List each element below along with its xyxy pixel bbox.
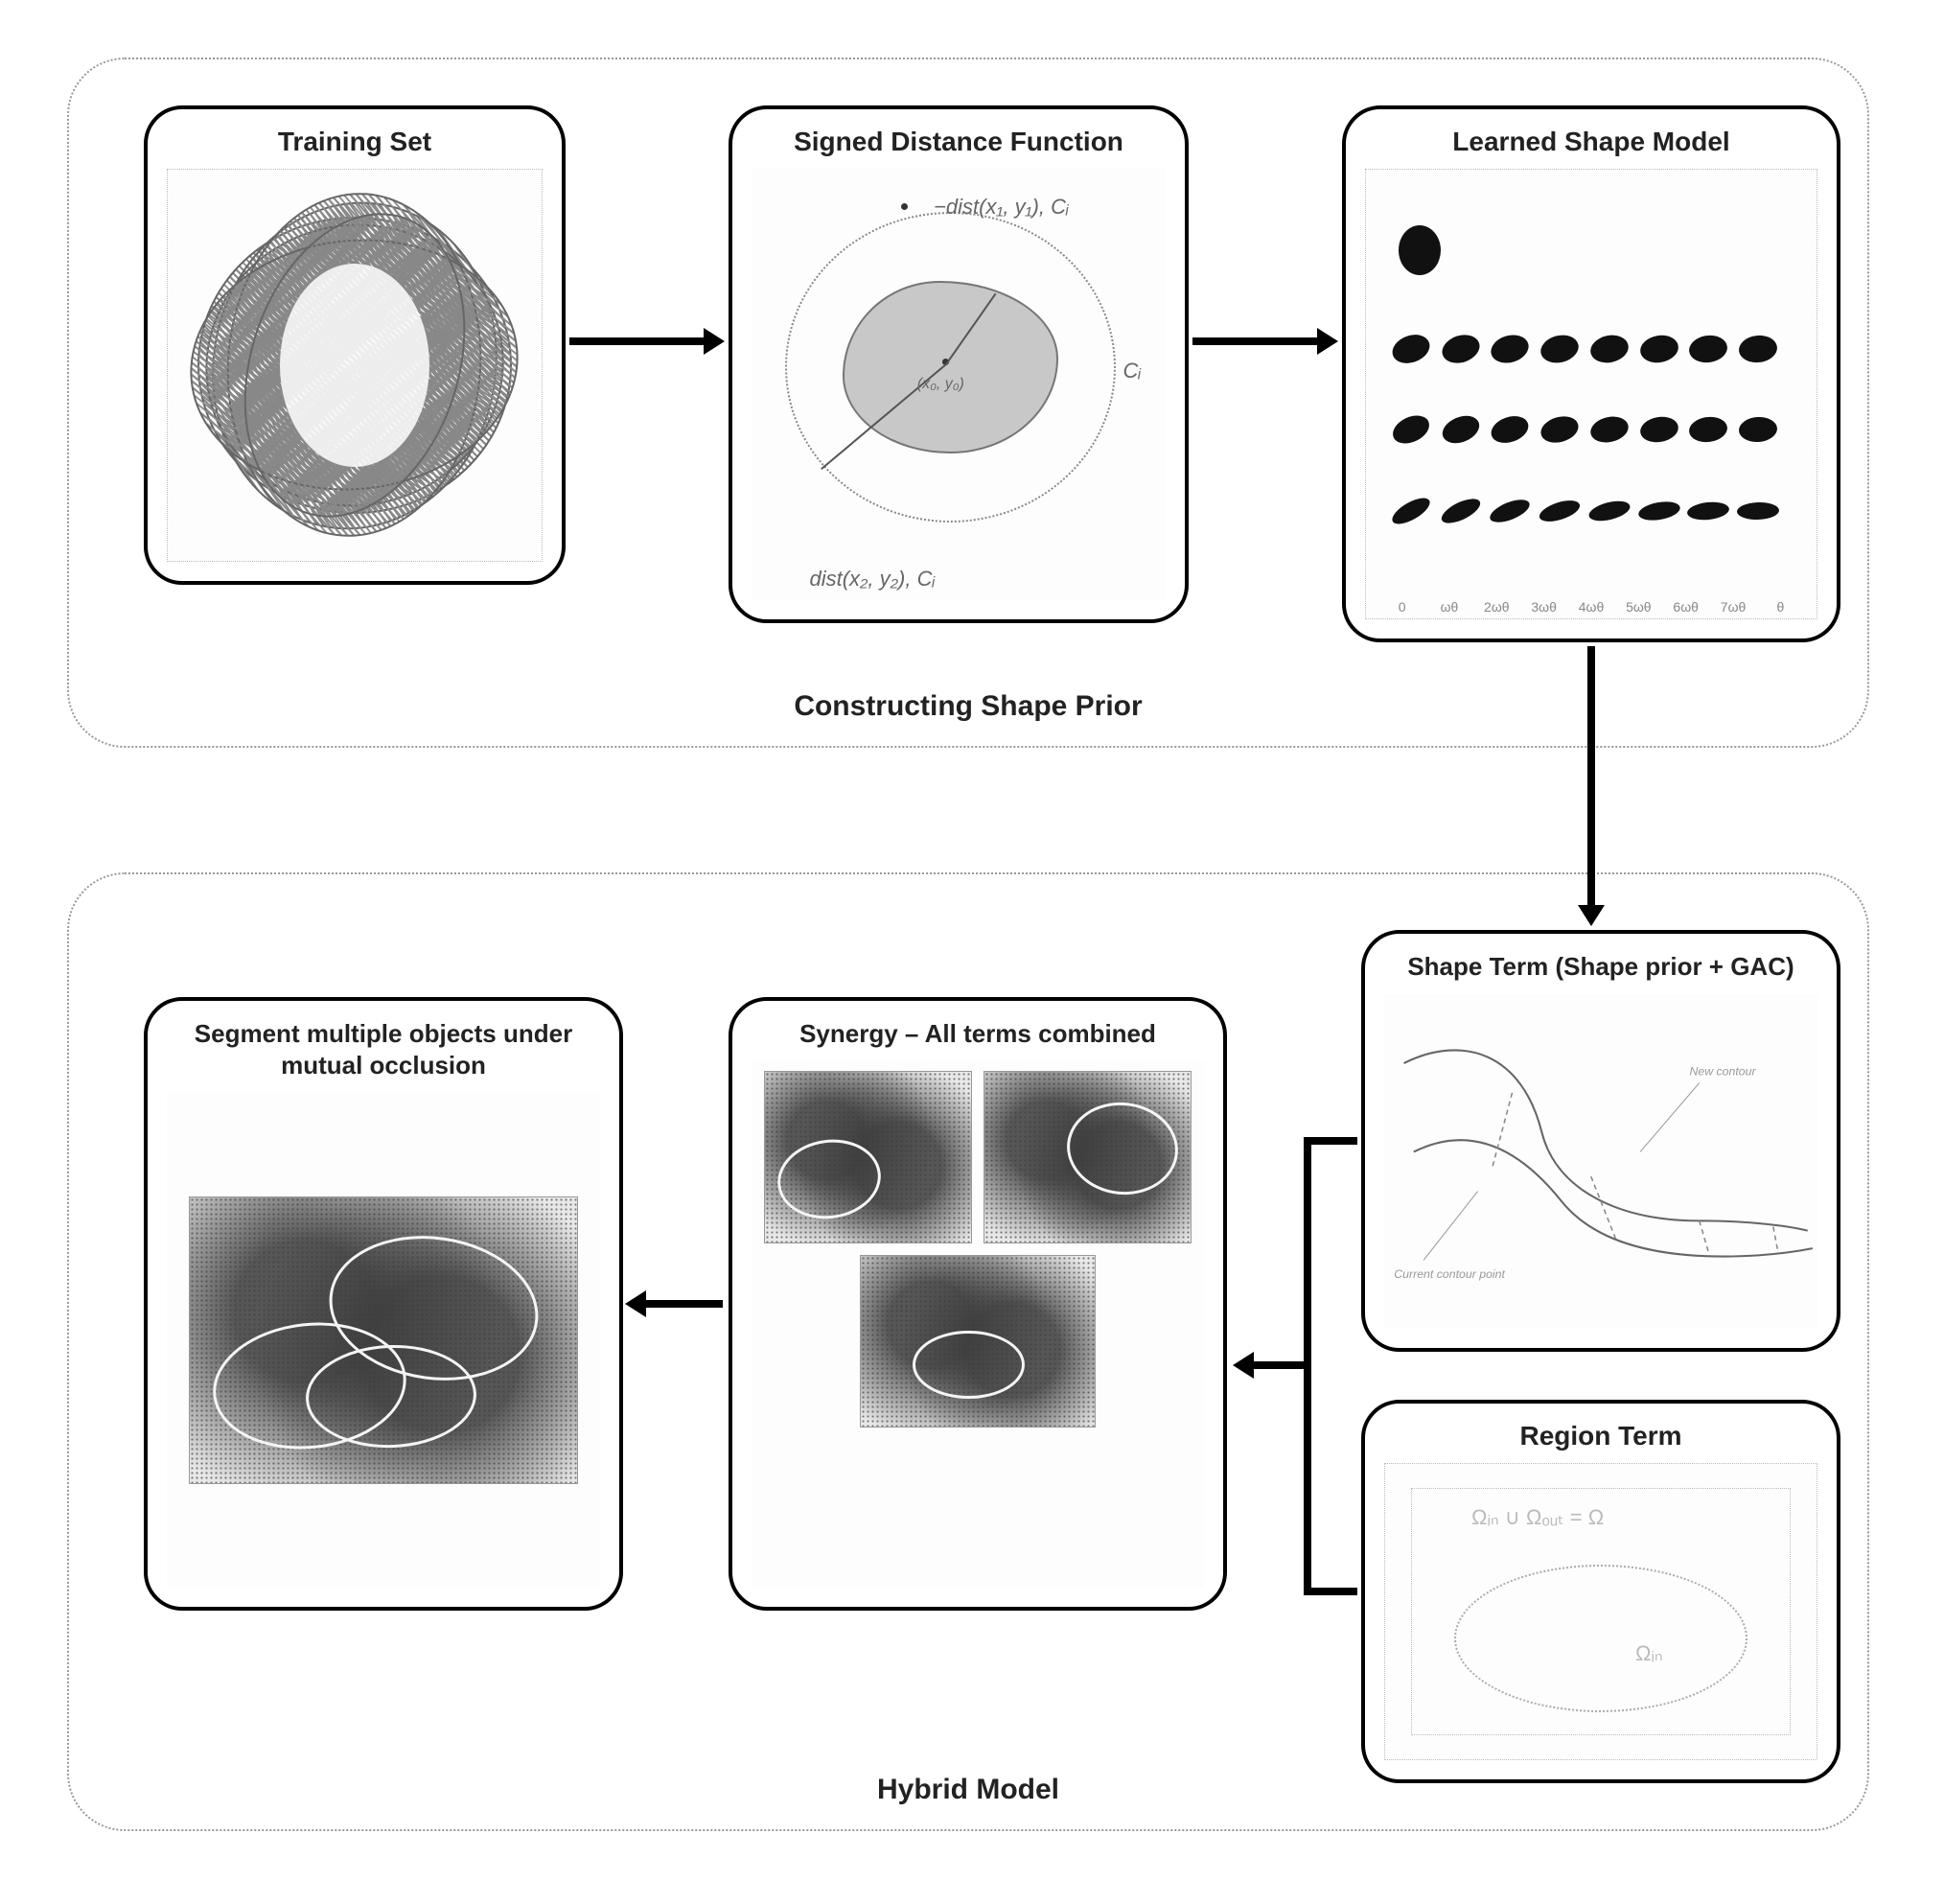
region-term-graphic: Ωᵢₙ ∪ Ωₒᵤₜ = Ω Ωᵢₙ <box>1384 1463 1817 1760</box>
arrow-synergy-to-result <box>646 1300 723 1308</box>
arrow-joiner-stub-top <box>1304 1137 1357 1145</box>
region-term-formula: Ωᵢₙ ∪ Ωₒᵤₜ = Ω <box>1471 1505 1604 1530</box>
node-region-term: Region Term Ωᵢₙ ∪ Ωₒᵤₜ = Ω Ωᵢₙ <box>1361 1400 1840 1783</box>
training-set-graphic <box>167 169 543 562</box>
node-title: Synergy – All terms combined <box>799 1018 1156 1050</box>
arrow-joiner-stub-bot <box>1304 1588 1357 1595</box>
arrow-head-icon <box>1233 1352 1254 1379</box>
sdf-label-top: −dist(x₁, y₁), Cᵢ <box>934 195 1069 220</box>
node-title: Region Term <box>1519 1421 1681 1451</box>
synergy-graphic <box>752 1061 1204 1589</box>
arrow-head-icon <box>704 328 725 355</box>
node-title: Shape Term (Shape prior + GAC) <box>1407 951 1794 983</box>
shape-term-graphic: New contour Current contour point <box>1384 994 1817 1330</box>
group-label-top: Constructing Shape Prior <box>69 690 1867 723</box>
arrow-head-icon <box>625 1290 646 1317</box>
region-term-inner-label: Ωᵢₙ <box>1635 1641 1663 1666</box>
arrow-sdf-to-learned <box>1192 337 1317 345</box>
node-shape-term: Shape Term (Shape prior + GAC) New conto… <box>1361 930 1840 1352</box>
shape-term-svg: New contour Current contour point <box>1384 994 1817 1330</box>
node-synergy: Synergy – All terms combined <box>729 997 1227 1611</box>
sdf-graphic: −dist(x₁, y₁), Cᵢ Cᵢ (x₀, y₀) dist(x₂, y… <box>752 169 1166 600</box>
sdf-label-right: Cᵢ <box>1122 359 1141 383</box>
arrow-joiner-to-synergy <box>1254 1361 1308 1369</box>
arrow-training-to-sdf <box>569 337 704 345</box>
arrow-learned-to-shapeterm <box>1587 646 1595 905</box>
node-title: Learned Shape Model <box>1452 127 1729 157</box>
node-signed-distance-function: Signed Distance Function −dist(x₁, y₁), … <box>729 105 1189 623</box>
node-title: Segment multiple objects under mutual oc… <box>167 1018 600 1080</box>
arrow-head-icon <box>1578 905 1605 926</box>
segment-result-graphic <box>167 1092 600 1588</box>
node-title: Training Set <box>278 127 431 157</box>
shape-term-label-right: New contour <box>1689 1064 1756 1078</box>
node-learned-shape-model: Learned Shape Model 0ωθ2ωθ3ωθ4ωθ5ωθ6ωθ7ω… <box>1342 105 1840 642</box>
node-training-set: Training Set <box>144 105 566 585</box>
arrow-head-icon <box>1317 328 1338 355</box>
shape-term-label-left: Current contour point <box>1394 1266 1505 1280</box>
diagram-canvas: Constructing Shape Prior Hybrid Model Tr… <box>38 38 1906 1866</box>
sdf-label-center: (x₀, y₀) <box>917 376 964 393</box>
learned-shape-graphic: 0ωθ2ωθ3ωθ4ωθ5ωθ6ωθ7ωθθ <box>1365 169 1817 619</box>
node-segment-result: Segment multiple objects under mutual oc… <box>144 997 623 1611</box>
node-title: Signed Distance Function <box>794 127 1123 157</box>
sdf-label-bottom: dist(x₂, y₂), Cᵢ <box>809 567 935 592</box>
